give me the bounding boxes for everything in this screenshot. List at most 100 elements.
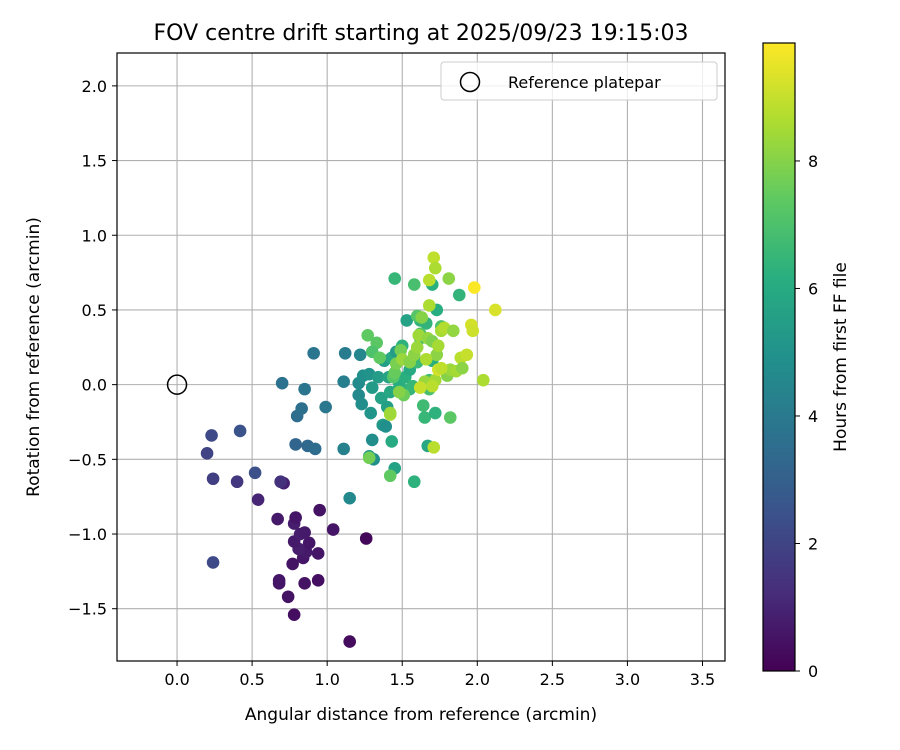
- y-tick-label: −1.5: [68, 600, 107, 619]
- scatter-point: [428, 261, 442, 275]
- scatter-point: [425, 379, 439, 393]
- scatter-point: [337, 375, 350, 388]
- colorbar-gradient: [762, 42, 796, 672]
- scatter-point: [248, 466, 262, 480]
- scatter-point: [407, 475, 421, 489]
- y-tick-label: 1.5: [82, 152, 107, 171]
- scatter-point: [422, 299, 436, 312]
- scatter-point: [415, 311, 429, 324]
- scatter-point: [274, 475, 287, 489]
- legend-box: [440, 61, 718, 101]
- legend-marker-circle: [459, 71, 481, 93]
- scatter-point: [361, 329, 375, 342]
- scatter-point: [287, 608, 301, 621]
- scatter-point: [286, 557, 299, 571]
- y-tick-label: 1.0: [82, 226, 107, 245]
- scatter-point: [467, 281, 481, 294]
- colorbar: 0 2 4 6 8 Hours from first FF file: [762, 42, 851, 681]
- scatter-point: [400, 314, 414, 327]
- x-tick-label: 3.5: [690, 670, 715, 689]
- y-tick-label: 0.0: [82, 376, 107, 395]
- y-tick-label: 0.5: [82, 301, 107, 320]
- y-tick-label: −1.0: [68, 525, 107, 544]
- scatter-points: [200, 251, 502, 648]
- scatter-point: [298, 577, 311, 590]
- scatter-point: [371, 370, 385, 384]
- scatter-point: [379, 420, 393, 433]
- reference-platepar-marker: [166, 374, 188, 395]
- legend-label: Reference platepar: [508, 73, 661, 92]
- x-axis-label: Angular distance from reference (arcmin): [245, 705, 597, 725]
- scatter-point: [206, 556, 220, 569]
- colorbar-tick-label: 4: [808, 407, 818, 426]
- y-tick-label: 2.0: [82, 77, 107, 96]
- scatter-point: [427, 251, 441, 264]
- scatter-point: [419, 352, 433, 366]
- x-tick-label: 1.5: [390, 670, 415, 689]
- scatter-point: [385, 435, 399, 448]
- scatter-point: [428, 406, 442, 420]
- scatter-point: [407, 278, 421, 291]
- scatter-point: [251, 493, 265, 506]
- scatter-point: [392, 385, 406, 399]
- scatter-point: [311, 547, 325, 560]
- colorbar-tick-label: 0: [808, 662, 818, 681]
- scatter-point: [353, 348, 367, 362]
- scatter-point: [313, 503, 326, 517]
- scatter-point: [343, 491, 356, 505]
- x-tick-label: 3.0: [615, 670, 640, 689]
- scatter-point: [383, 469, 397, 483]
- x-tick-label: 0.5: [239, 670, 264, 689]
- scatter-point: [200, 447, 214, 460]
- scatter-point: [410, 340, 424, 354]
- scatter-point: [359, 532, 373, 545]
- x-axis-ticks: 0.0 0.5 1.0 1.5 2.0 2.5 3.0 3.5: [164, 661, 715, 689]
- scatter-point: [281, 590, 295, 604]
- scatter-point: [422, 273, 436, 287]
- scatter-point: [427, 441, 441, 454]
- chart-title: FOV centre drift starting at 2025/09/23 …: [154, 21, 689, 46]
- scatter-point: [460, 348, 474, 362]
- scatter-point: [434, 361, 448, 375]
- scatter-point: [373, 351, 387, 365]
- scatter-point: [365, 433, 379, 447]
- scatter-point: [272, 574, 286, 587]
- scatter-point: [355, 397, 369, 411]
- colorbar-tick-label: 2: [808, 534, 818, 553]
- plot-frame: [116, 52, 726, 662]
- scatter-point: [319, 400, 332, 414]
- colorbar-ticks: 0 2 4 6 8: [795, 152, 818, 681]
- scatter-point: [338, 346, 352, 360]
- scatter-point: [308, 442, 322, 456]
- x-tick-label: 2.0: [465, 670, 490, 689]
- y-axis-label: Rotation from reference (arcmin): [24, 217, 44, 497]
- grid-lines: [117, 53, 725, 661]
- scatter-point: [374, 391, 388, 405]
- scatter-point: [431, 339, 445, 353]
- scatter-point: [307, 346, 320, 360]
- legend: Reference platepar: [440, 61, 718, 101]
- colorbar-label: Hours from first FF file: [831, 262, 851, 452]
- scatter-point: [271, 512, 284, 526]
- scatter-point: [442, 272, 456, 285]
- scatter-point: [413, 381, 427, 394]
- scatter-point: [206, 472, 220, 486]
- scatter-point: [311, 574, 325, 587]
- scatter-point: [362, 451, 376, 465]
- scatter-point: [302, 536, 316, 550]
- scatter-point: [205, 429, 218, 442]
- scatter-point: [364, 406, 378, 420]
- scatter-point: [295, 402, 308, 415]
- x-tick-label: 0.0: [164, 670, 189, 689]
- scatter-point: [275, 376, 289, 390]
- scatter-point: [446, 324, 460, 338]
- x-tick-label: 1.0: [314, 670, 339, 689]
- scatter-point: [455, 361, 469, 375]
- scatter-point: [416, 399, 430, 412]
- x-tick-label: 2.5: [540, 670, 565, 689]
- scatter-point: [343, 635, 356, 648]
- scatter-point: [298, 526, 311, 539]
- scatter-point: [489, 303, 502, 317]
- scatter-point: [443, 411, 457, 424]
